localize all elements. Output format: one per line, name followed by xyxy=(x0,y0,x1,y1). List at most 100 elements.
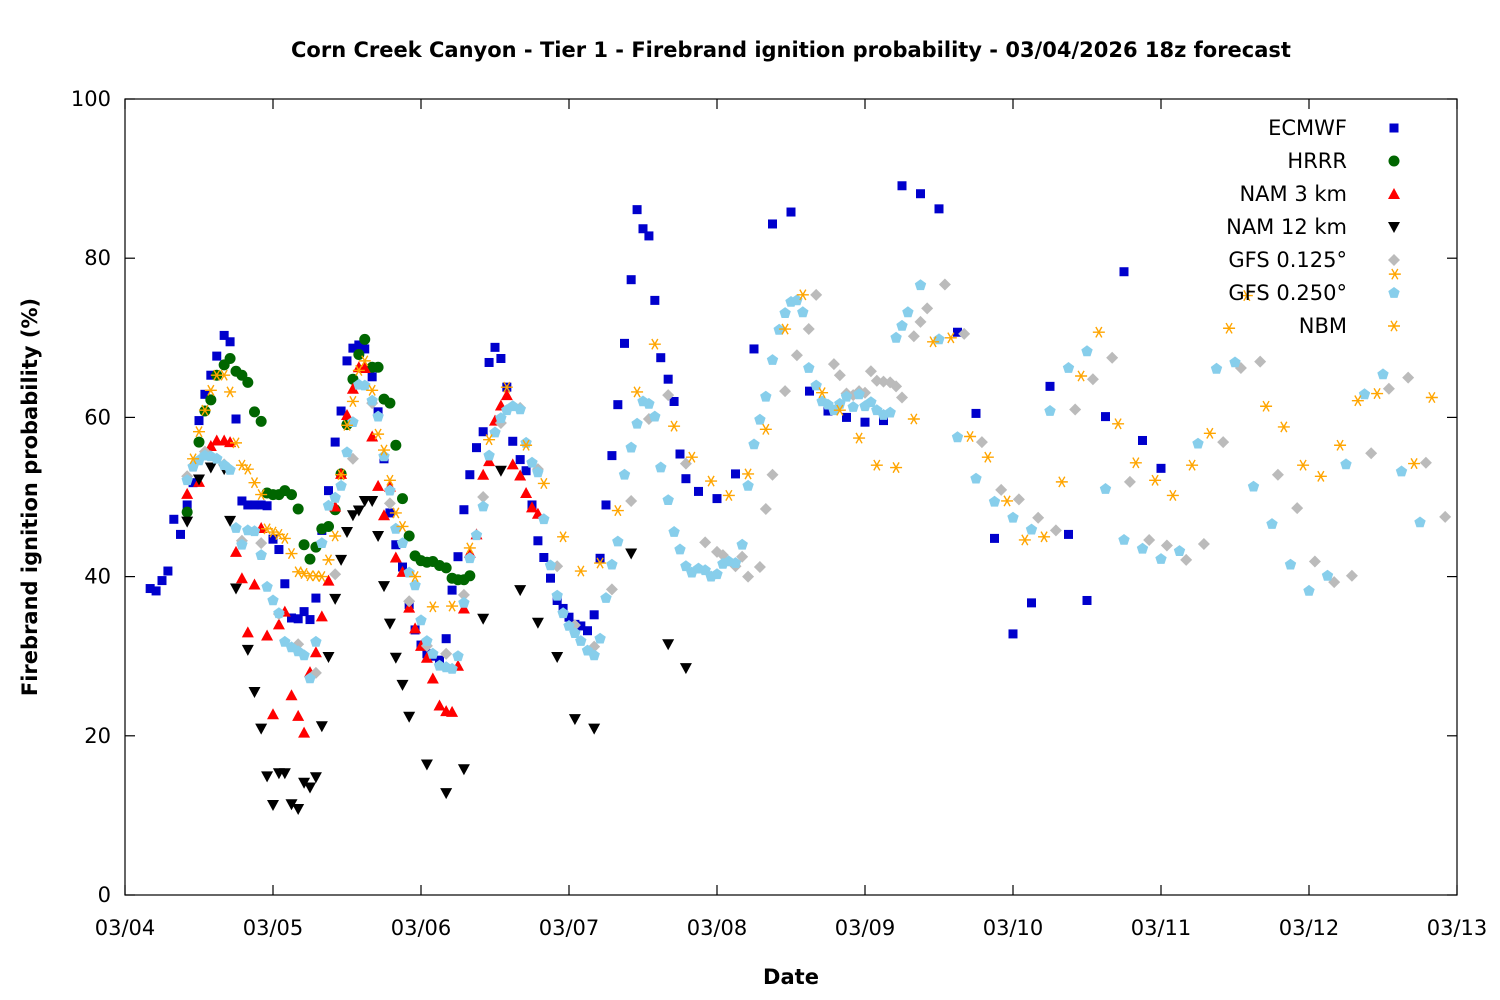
data-point xyxy=(441,634,451,644)
y-axis-label: Firebrand ignition probability (%) xyxy=(18,298,42,696)
data-point xyxy=(884,406,896,418)
data-point xyxy=(514,585,527,597)
data-point xyxy=(267,708,279,720)
data-point xyxy=(669,396,679,406)
data-point xyxy=(285,799,298,811)
data-point xyxy=(1119,267,1129,277)
data-point xyxy=(595,553,605,563)
data-point xyxy=(853,432,866,444)
data-point xyxy=(1271,468,1284,481)
data-point xyxy=(389,652,402,664)
data-point xyxy=(890,461,903,474)
data-point xyxy=(1123,475,1136,488)
series-hrrr xyxy=(181,333,476,586)
data-point xyxy=(606,558,618,570)
data-point xyxy=(685,451,698,463)
data-point xyxy=(1112,418,1125,430)
data-point xyxy=(457,602,470,614)
data-point xyxy=(921,302,934,315)
data-point xyxy=(315,721,328,733)
data-point xyxy=(205,394,217,406)
data-point xyxy=(1062,362,1075,373)
data-point xyxy=(285,689,298,701)
data-point xyxy=(224,515,237,527)
data-point xyxy=(272,618,285,630)
data-point xyxy=(588,649,600,661)
data-point xyxy=(261,580,273,592)
data-point xyxy=(506,458,519,470)
data-point xyxy=(594,632,606,644)
data-point xyxy=(478,427,488,437)
data-point xyxy=(316,537,328,548)
data-point xyxy=(1007,511,1019,523)
data-point xyxy=(951,431,964,443)
data-point xyxy=(304,672,316,684)
data-point xyxy=(674,543,686,555)
data-point xyxy=(157,576,167,586)
data-point xyxy=(662,389,675,402)
data-point xyxy=(668,420,681,432)
data-point xyxy=(736,550,749,563)
data-point xyxy=(352,364,365,376)
data-point xyxy=(396,520,409,533)
data-point xyxy=(409,571,422,583)
data-point xyxy=(1365,447,1378,460)
data-point xyxy=(768,219,777,229)
plot-area xyxy=(124,98,1458,896)
data-point xyxy=(1425,391,1438,404)
data-point xyxy=(526,456,538,468)
data-point xyxy=(864,365,877,378)
data-point xyxy=(359,379,371,391)
data-point xyxy=(440,647,453,660)
data-point xyxy=(1240,290,1253,302)
data-point xyxy=(383,474,396,486)
data-point xyxy=(668,526,680,537)
data-point xyxy=(198,404,211,416)
data-point xyxy=(230,522,242,533)
legend-marker xyxy=(1388,320,1400,332)
data-point xyxy=(181,487,194,499)
data-point xyxy=(699,564,711,576)
data-point xyxy=(981,451,994,463)
data-point xyxy=(463,542,476,554)
data-point xyxy=(1044,405,1056,416)
legend-label: NAM 3 km xyxy=(1239,182,1347,206)
data-point xyxy=(298,777,311,789)
data-point xyxy=(1223,322,1236,334)
data-point xyxy=(508,436,518,446)
data-point xyxy=(520,439,533,451)
data-point xyxy=(315,610,328,622)
data-point xyxy=(679,457,692,470)
data-point xyxy=(354,340,364,350)
data-point xyxy=(200,389,210,399)
data-point xyxy=(1143,533,1156,546)
data-point xyxy=(224,436,237,448)
data-point xyxy=(537,477,550,490)
data-points xyxy=(145,181,1452,816)
data-point xyxy=(626,275,636,285)
data-point xyxy=(427,647,439,659)
data-point xyxy=(1118,534,1130,545)
data-point xyxy=(655,461,667,473)
data-point xyxy=(679,663,692,675)
data-point xyxy=(235,572,248,584)
x-tick-label: 03/07 xyxy=(539,916,600,940)
data-point xyxy=(329,593,342,605)
data-point xyxy=(280,579,290,589)
data-point xyxy=(169,514,179,524)
legend-marker xyxy=(1388,254,1400,266)
data-point xyxy=(1358,388,1371,400)
data-point xyxy=(225,337,235,347)
data-point xyxy=(224,463,236,475)
data-point xyxy=(753,561,766,574)
data-point xyxy=(267,594,279,606)
data-point xyxy=(378,450,390,462)
data-point xyxy=(575,635,587,646)
data-point xyxy=(896,319,908,331)
y-tick-label: 80 xyxy=(84,246,111,270)
data-point xyxy=(890,380,903,393)
data-point xyxy=(1340,458,1352,470)
data-point xyxy=(193,436,205,448)
data-point xyxy=(551,589,563,601)
